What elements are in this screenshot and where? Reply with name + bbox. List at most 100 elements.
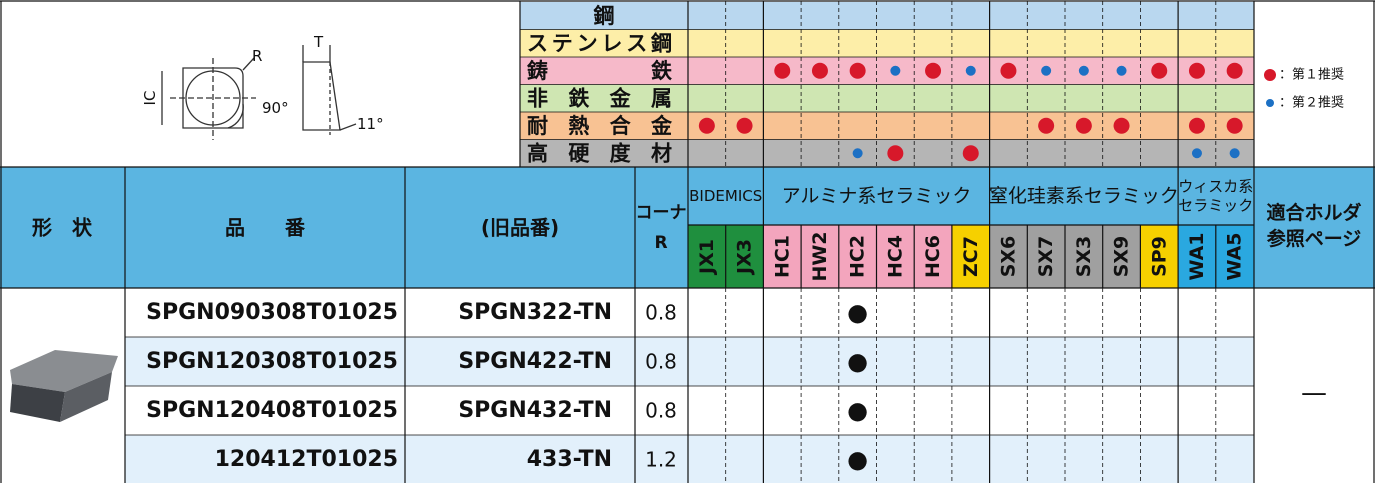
recommend-dot (1191, 148, 1202, 159)
corner-r: 0.8 (645, 350, 677, 374)
grade-code: SX9 (1111, 236, 1133, 278)
grade-code: HC4 (884, 235, 906, 278)
material-row (520, 57, 1254, 85)
grade-code: ZC7 (960, 236, 982, 277)
grade-cell (876, 225, 915, 288)
grade-cell (801, 225, 839, 288)
grade-code: SX7 (1035, 236, 1057, 278)
legend-dot (1266, 99, 1274, 107)
grade-code: WA1 (1186, 232, 1208, 280)
material-row (520, 84, 1254, 112)
recommend-mark: ● (847, 348, 868, 376)
header-corner: コーナ (636, 203, 687, 223)
grade-code: SX6 (997, 236, 1019, 278)
grade-code: JX3 (734, 239, 756, 276)
recommend-dot (925, 62, 942, 79)
grade-code: HC1 (771, 235, 793, 278)
grade-cell (1215, 225, 1254, 288)
recommend-dot (1078, 65, 1089, 76)
recommend-dot (965, 65, 976, 76)
grade-cell (1102, 225, 1141, 288)
material-row (520, 2, 1254, 30)
group-label: アルミナ系セラミック (782, 185, 972, 207)
grade-cell (1140, 225, 1179, 288)
recommend-dot (1188, 62, 1205, 79)
recommend-dot (887, 145, 904, 162)
header-shape: 形 状 (32, 216, 93, 240)
group-label: BIDEMICS (689, 187, 762, 205)
angle-arc (227, 103, 244, 129)
legend-dot (1264, 69, 1276, 81)
product-code: SPGN090308T01025 (146, 300, 398, 325)
grade-code: SX3 (1073, 236, 1095, 278)
old-code: SPGN422-TN (458, 349, 612, 374)
grade-code: HW2 (809, 231, 831, 281)
legend-label: ：第１推奨 (1279, 68, 1344, 83)
header-holder: 適合ホルダ (1266, 201, 1361, 224)
group-label: セラミック (1178, 197, 1253, 215)
recommend-dot (1151, 62, 1168, 79)
holder-ref: — (1301, 378, 1327, 408)
recommend-dot (1000, 62, 1017, 79)
angle-label: 90° (262, 99, 289, 117)
corner-r: 0.8 (645, 301, 677, 325)
insert-side (10, 384, 65, 422)
recommend-dot (1041, 65, 1052, 76)
recommend-dot (1188, 117, 1205, 134)
recommend-mark: ● (847, 299, 868, 327)
header-corner: R (654, 233, 667, 253)
old-code: SPGN432-TN (458, 398, 612, 423)
insert-photo (10, 350, 118, 422)
grade-code: SP9 (1148, 236, 1170, 277)
old-code: 433-TN (527, 447, 612, 472)
group-label: 窒化珪素系セラミック (989, 185, 1179, 207)
recommend-dot (811, 62, 828, 79)
recommend-dot (890, 65, 901, 76)
leader-line (339, 123, 357, 131)
grade-cell (763, 225, 802, 288)
grade-cell (989, 225, 1028, 288)
diagram-labels: IC R 90° T 11° (141, 33, 384, 133)
grade-cell (838, 225, 877, 288)
grade-code: HC6 (922, 235, 944, 278)
recommend-dot (852, 148, 863, 159)
recommend-dot (849, 62, 866, 79)
material-row (520, 112, 1254, 140)
grade-cell (688, 225, 726, 288)
grade-cell (914, 225, 952, 288)
grade-cell (1065, 225, 1103, 288)
recommend-dot (1229, 148, 1240, 159)
recommend-dot (1113, 117, 1130, 134)
recommend-dot (1075, 117, 1092, 134)
ic-label: IC (141, 91, 159, 106)
grade-cell (725, 225, 764, 288)
grade-code: JX1 (696, 239, 718, 276)
material-row (520, 139, 1254, 167)
recommend-dot (736, 117, 753, 134)
recommend-dot (1116, 65, 1127, 76)
corner-r: 1.2 (645, 448, 677, 472)
grade-cell (1178, 225, 1216, 288)
row-stripe (125, 337, 1254, 386)
recommend-mark: ● (847, 397, 868, 425)
recommend-dot (962, 145, 979, 162)
header-code: 品 番 (225, 216, 306, 240)
leader-line (242, 57, 255, 71)
product-code: 120412T01025 (215, 447, 398, 472)
legend-label: ：第２推奨 (1279, 96, 1344, 111)
grade-code: WA5 (1224, 232, 1246, 280)
material-row (520, 29, 1254, 57)
insert-side-view (302, 61, 341, 131)
insert-side (60, 372, 112, 422)
header-holder: 参照ページ (1267, 227, 1362, 250)
insert-diagram (161, 45, 357, 140)
header-old: (旧品番) (481, 216, 559, 240)
grade-cell (951, 225, 990, 288)
grade-code: HC2 (847, 235, 869, 278)
corner-r: 0.8 (645, 399, 677, 423)
recommend-dot (774, 62, 791, 79)
material-label: 鋼 (593, 4, 615, 28)
